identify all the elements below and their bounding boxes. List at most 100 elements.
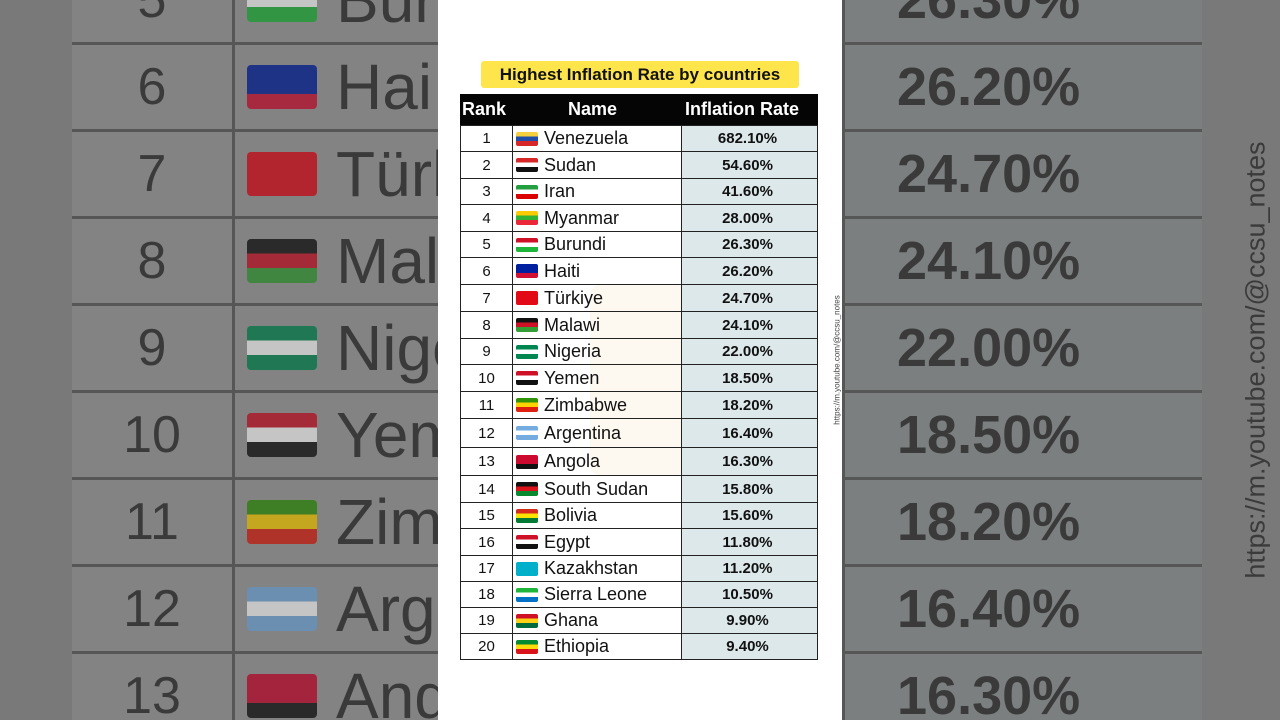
rank-cell: 4 (461, 205, 513, 231)
rate-cell: 28.00% (681, 205, 817, 231)
background-flag-icon (247, 587, 317, 631)
name-cell: South Sudan (513, 476, 681, 502)
rate-cell: 24.10% (681, 312, 817, 338)
rate-cell: 15.80% (681, 476, 817, 502)
country-name: Burundi (544, 234, 607, 254)
background-name: Ang (336, 660, 450, 720)
inflation-rate: 41.60% (722, 183, 773, 200)
rank-cell: 8 (461, 312, 513, 338)
rank-cell: 19 (461, 608, 513, 633)
country-name: Sudan (544, 154, 597, 175)
country-name: Nigeria (544, 341, 602, 361)
flag-icon (516, 454, 538, 469)
rank-cell: 20 (461, 634, 513, 659)
flag-icon (516, 508, 538, 523)
flag-icon (516, 131, 538, 146)
rate-cell: 22.00% (681, 339, 817, 364)
header-rank: Rank (462, 99, 507, 119)
background-rank: 10 (72, 393, 235, 477)
inflation-rate: 10.50% (722, 586, 773, 603)
name-cell: Argentina (513, 419, 681, 447)
rate-cell: 26.20% (681, 258, 817, 284)
rank-cell: 1 (461, 126, 513, 151)
rate-cell: 54.60% (681, 152, 817, 178)
table-row: 19 Ghana 9.90% (460, 608, 818, 634)
country-name: Egypt (544, 531, 591, 552)
background-rank: 11 (72, 480, 235, 564)
rate-cell: 9.40% (681, 634, 817, 659)
name-cell: Myanmar (513, 205, 681, 231)
table-body: 1 Venezuela 682.10% 2 Sudan 54.60% 3 Iran 41.60%… (460, 125, 818, 660)
table-row: 12 Argentina 16.40% (460, 419, 818, 448)
background-flag-icon (247, 500, 317, 544)
flag-icon (516, 426, 538, 440)
name-cell: Kazakhstan (513, 556, 681, 581)
rate-cell: 10.50% (681, 582, 817, 607)
rank-cell: 5 (461, 232, 513, 257)
flag-icon (516, 613, 538, 628)
inflation-rate: 54.60% (722, 156, 773, 174)
rate-cell: 16.30% (681, 448, 817, 475)
flag-icon (516, 482, 538, 496)
vertical-watermark: https://m.youtube.com/@ccsu_notes (832, 295, 842, 425)
rank-cell: 18 (461, 582, 513, 607)
country-name: Argentina (544, 422, 622, 443)
flag-icon (516, 237, 538, 252)
inflation-rate: 11.20% (722, 560, 773, 577)
name-cell: Ethiopia (513, 634, 681, 659)
name-cell: Venezuela (513, 126, 681, 151)
background-rate: 18.20% (842, 480, 1202, 564)
name-cell: Sierra Leone (513, 582, 681, 607)
table-row: 13 Angola 16.30% (460, 448, 818, 476)
name-cell: Zimbabwe (513, 392, 681, 418)
inflation-rate: 18.50% (722, 369, 773, 387)
table-row: 2 Sudan 54.60% (460, 152, 818, 179)
flag-icon (516, 211, 538, 225)
country-name: Ethiopia (544, 636, 610, 656)
inflation-rate: 11.80% (722, 533, 773, 551)
country-name: Ghana (544, 610, 599, 630)
inflation-rate: 9.40% (726, 638, 769, 655)
background-flag-icon (247, 674, 317, 718)
flag-icon (516, 318, 538, 332)
background-rate: 26.20% (842, 45, 1202, 129)
rank-cell: 13 (461, 448, 513, 475)
background-flag-icon (247, 413, 317, 457)
rank-cell: 7 (461, 285, 513, 311)
rate-cell: 11.80% (681, 529, 817, 555)
rank-cell: 16 (461, 529, 513, 555)
flag-icon (516, 264, 538, 278)
rank-cell: 2 (461, 152, 513, 178)
background-row: 13 Ang 16.30% (72, 654, 1202, 720)
background-name: Arg (336, 573, 436, 645)
background-rate: 16.40% (842, 567, 1202, 651)
country-name: Malawi (544, 314, 601, 335)
table-row: 18 Sierra Leone 10.50% (460, 582, 818, 608)
inflation-rate: 28.00% (722, 209, 773, 227)
rank-cell: 9 (461, 339, 513, 364)
country-name: Angola (544, 451, 601, 471)
country-name: Türkiye (544, 287, 604, 308)
table-row: 1 Venezuela 682.10% (460, 125, 818, 152)
country-name: Myanmar (544, 207, 620, 228)
background-rate: 24.10% (842, 219, 1202, 303)
flag-icon (516, 158, 538, 172)
inflation-rate: 18.20% (722, 396, 773, 414)
rate-cell: 18.50% (681, 365, 817, 391)
flag-icon (516, 344, 538, 359)
name-cell: Haiti (513, 258, 681, 284)
country-name: Kazakhstan (544, 558, 639, 578)
rate-cell: 18.20% (681, 392, 817, 418)
rate-cell: 41.60% (681, 179, 817, 204)
background-flag-icon (247, 239, 317, 283)
background-rank: 13 (72, 654, 235, 720)
country-name: Venezuela (544, 128, 629, 148)
rate-cell: 9.90% (681, 608, 817, 633)
name-cell: Bolivia (513, 503, 681, 528)
flag-icon (516, 291, 538, 305)
background-flag-icon (247, 152, 317, 196)
rank-cell: 15 (461, 503, 513, 528)
rate-cell: 24.70% (681, 285, 817, 311)
table-row: 15 Bolivia 15.60% (460, 503, 818, 529)
flag-icon (516, 398, 538, 412)
